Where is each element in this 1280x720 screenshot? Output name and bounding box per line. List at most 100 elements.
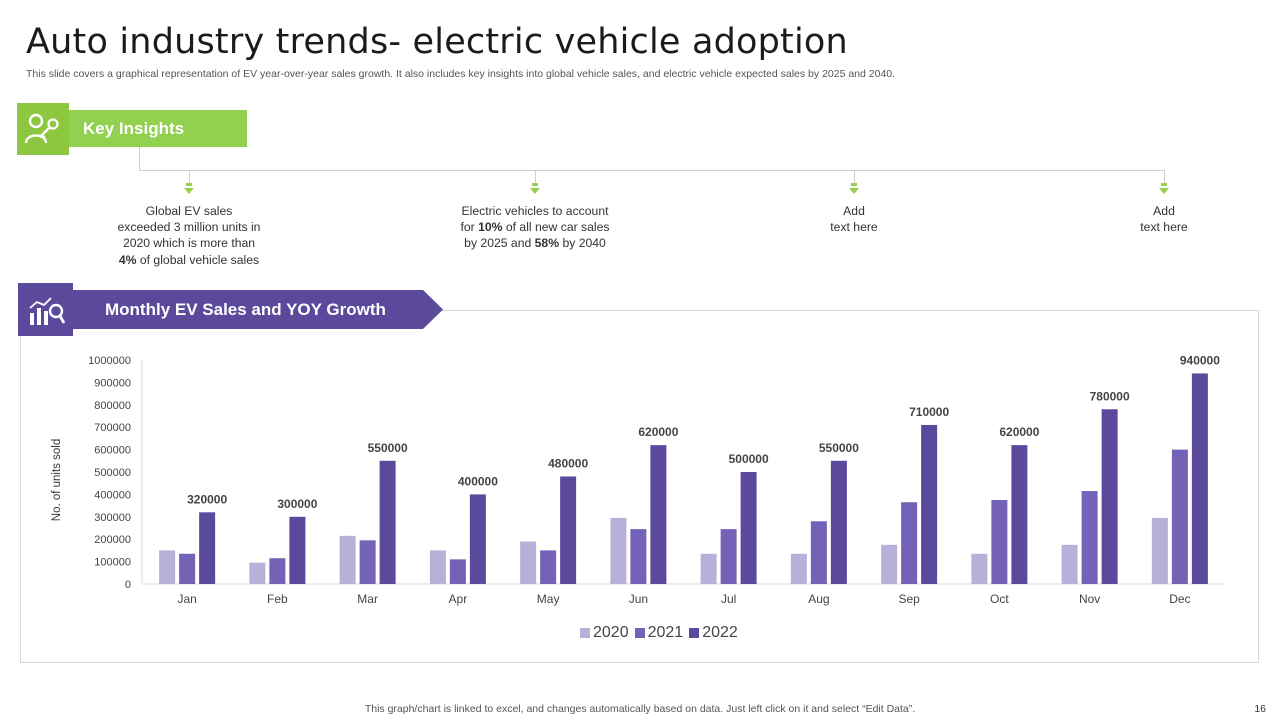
bar-2020-dec xyxy=(1151,517,1168,584)
y-tick-label: 900000 xyxy=(94,377,131,389)
connector-drop xyxy=(535,171,536,183)
data-label: 320000 xyxy=(187,492,227,506)
legend-swatch xyxy=(580,628,590,638)
bar-2020-nov xyxy=(1061,544,1078,584)
page-number: 16 xyxy=(1254,703,1266,715)
footer-note: This graph/chart is linked to excel, and… xyxy=(364,703,916,715)
bar-2021-mar xyxy=(359,540,376,584)
data-label: 620000 xyxy=(999,425,1039,439)
insight-text-2: Electric vehicles to account for 10% of … xyxy=(460,204,610,251)
page-subtitle: This slide covers a graphical representa… xyxy=(26,68,896,80)
x-tick-label: Mar xyxy=(357,592,378,606)
bar-2021-nov xyxy=(1081,491,1098,584)
x-tick-label: Dec xyxy=(1169,592,1190,606)
bar-2022-mar xyxy=(379,460,396,584)
x-tick-label: Jun xyxy=(629,592,648,606)
bar-2021-sep xyxy=(901,502,918,584)
key-insights-banner: Key Insights xyxy=(69,110,247,147)
y-tick-label: 300000 xyxy=(94,512,131,524)
x-tick-label: Apr xyxy=(449,592,468,606)
y-tick-label: 400000 xyxy=(94,489,131,501)
bar-2020-jan xyxy=(159,550,176,584)
bar-2021-jan xyxy=(179,553,196,584)
data-label: 550000 xyxy=(368,441,408,455)
bar-2021-dec xyxy=(1171,449,1188,584)
page-title: Auto industry trends- electric vehicle a… xyxy=(26,22,848,62)
connector-line xyxy=(139,170,1165,171)
legend-item-2022: 2022 xyxy=(689,624,738,642)
x-tick-label: Jan xyxy=(177,592,196,606)
person-key-icon xyxy=(17,103,69,155)
bar-2022-nov xyxy=(1101,409,1118,584)
data-label: 550000 xyxy=(819,441,859,455)
data-label: 400000 xyxy=(458,474,498,488)
bar-2021-apr xyxy=(449,559,466,584)
connector-drop xyxy=(1164,171,1165,183)
y-tick-label: 200000 xyxy=(94,534,131,546)
insight-text-3: Add text here xyxy=(830,204,878,235)
chart-panel xyxy=(20,310,1259,663)
data-label: 480000 xyxy=(548,456,588,470)
connector-line xyxy=(139,147,140,170)
bar-2020-jul xyxy=(700,553,717,584)
x-tick-label: Oct xyxy=(990,592,1009,606)
insight-text-4: Add text here xyxy=(1140,204,1188,235)
bar-2020-feb xyxy=(249,562,266,584)
bar-2022-feb xyxy=(289,516,306,584)
bar-2022-jul xyxy=(740,472,757,584)
x-tick-label: Jul xyxy=(721,592,736,606)
bar-2022-aug xyxy=(830,460,847,584)
x-tick-label: Aug xyxy=(808,592,829,606)
y-tick-label: 700000 xyxy=(94,422,131,434)
y-tick-label: 800000 xyxy=(94,400,131,412)
bar-2021-jun xyxy=(630,529,647,584)
bar-2021-may xyxy=(540,550,557,584)
legend-item-2021: 2021 xyxy=(634,624,683,642)
bar-2022-may xyxy=(560,476,577,584)
green-marker-icon xyxy=(530,183,540,194)
x-tick-label: Nov xyxy=(1079,592,1100,606)
bar-2020-apr xyxy=(429,550,446,584)
data-label: 300000 xyxy=(277,497,317,511)
y-tick-label: 0 xyxy=(125,579,131,591)
insight-text-1: Global EV sales exceeded 3 million units… xyxy=(117,204,261,267)
legend-swatch xyxy=(689,628,700,638)
bar-2022-dec xyxy=(1191,373,1208,584)
connector-drop xyxy=(854,171,855,183)
chart-legend: 2020 2021 2022 xyxy=(580,624,738,642)
green-marker-icon xyxy=(184,183,194,194)
data-label: 940000 xyxy=(1180,353,1220,367)
bar-2021-feb xyxy=(269,558,286,584)
y-tick-label: 600000 xyxy=(94,445,131,457)
data-label: 780000 xyxy=(1090,389,1130,403)
bar-2022-apr xyxy=(469,494,486,584)
x-tick-label: Sep xyxy=(898,592,920,606)
bar-2020-sep xyxy=(881,544,898,584)
bar-2020-aug xyxy=(790,553,807,584)
legend-item-2020: 2020 xyxy=(580,624,629,642)
bar-2020-oct xyxy=(971,553,988,584)
bar-2022-jan xyxy=(199,512,216,584)
bar-2022-sep xyxy=(921,424,938,584)
bar-2021-jul xyxy=(720,529,737,584)
chart-section-title: Monthly EV Sales and YOY Growth xyxy=(105,300,386,319)
bar-2020-jun xyxy=(610,517,627,584)
data-label: 500000 xyxy=(729,452,769,466)
data-label: 620000 xyxy=(638,425,678,439)
x-tick-label: May xyxy=(537,592,560,606)
chart-magnifier-icon xyxy=(18,283,73,336)
connector-drop xyxy=(189,171,190,183)
chart-section-banner xyxy=(73,290,443,329)
bar-2021-aug xyxy=(810,521,827,584)
data-label: 710000 xyxy=(909,405,949,419)
y-tick-label: 100000 xyxy=(94,557,131,569)
bar-2020-mar xyxy=(339,535,356,584)
green-marker-icon xyxy=(1159,183,1169,194)
y-axis-label: No. of units sold xyxy=(51,439,63,521)
x-tick-label: Feb xyxy=(267,592,288,606)
bar-2020-may xyxy=(520,541,537,584)
bar-2022-jun xyxy=(650,445,667,584)
y-tick-label: 500000 xyxy=(94,467,131,479)
legend-swatch xyxy=(634,628,645,638)
